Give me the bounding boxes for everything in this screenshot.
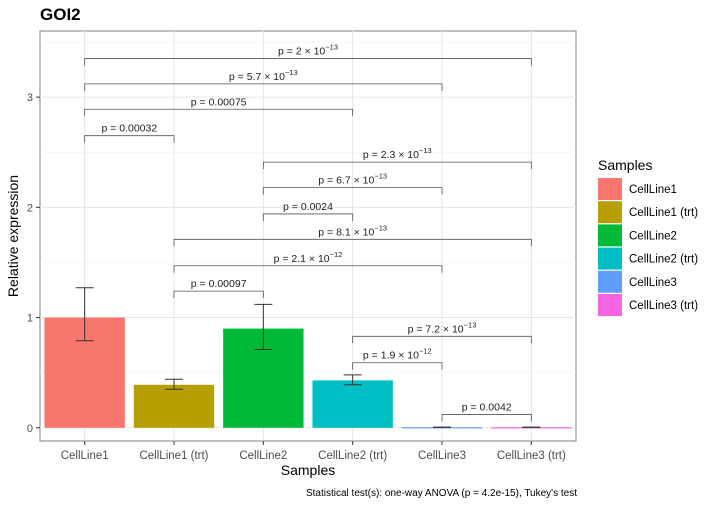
legend-title: Samples — [598, 157, 652, 173]
comparison-label-6: p = 2.1 × 10−12 — [274, 250, 343, 265]
legend-swatch-2 — [598, 201, 622, 224]
error-bars-group — [75, 287, 541, 428]
comparison-label-13: p = 0.0042 — [462, 402, 512, 414]
comparison-label-1: p = 0.00032 — [101, 123, 157, 135]
comparison-label-base: p = 5.7 × 10 — [229, 71, 285, 83]
y-tick-label: 3 — [27, 92, 33, 104]
comparison-bracket-3 — [84, 83, 443, 91]
comparison-label-exponent: −13 — [285, 68, 298, 77]
x-tick-label: CellLine1 (trt) — [139, 450, 208, 462]
grid-lines — [40, 31, 576, 441]
bar-4 — [312, 380, 393, 428]
comparison-bracket-7 — [173, 238, 532, 247]
axes-group: 0 1 2 3 CellLine1 CellLine1 (trt) CellLine2 Cel… — [27, 92, 566, 462]
legend-label-5: CellLine3 — [629, 277, 677, 289]
comparison-label-exponent: −13 — [464, 320, 477, 329]
comparison-label-exponent: −12 — [330, 250, 343, 259]
comparison-bracket-9 — [262, 187, 443, 195]
comparison-label-base: p = 2 × 10 — [278, 46, 325, 58]
bars-group — [44, 317, 572, 429]
comparison-label-exponent: −13 — [374, 223, 387, 232]
comparison-bracket-1 — [84, 135, 175, 143]
legend-swatch-4 — [598, 247, 622, 270]
comparison-bracket-8 — [262, 213, 354, 221]
x-tick-label: CellLine2 — [239, 450, 287, 462]
y-axis-label: Relative expression — [5, 175, 21, 297]
legend-label-6: CellLine3 (trt) — [629, 300, 698, 312]
comparison-label-12: p = 7.2 × 10−13 — [408, 320, 477, 335]
y-tick-label: 2 — [27, 202, 33, 214]
x-axis-label: Samples — [281, 462, 335, 478]
legend-label-3: CellLine2 — [629, 230, 677, 242]
comparison-label-base: p = 8.1 × 10 — [318, 226, 374, 238]
comparison-bracket-4 — [84, 58, 532, 66]
y-tick-label: 0 — [27, 423, 33, 435]
legend-label-2: CellLine1 (trt) — [629, 207, 698, 219]
comparison-label-base: p = 7.2 × 10 — [408, 323, 464, 335]
comparison-label-11: p = 1.9 × 10−12 — [363, 347, 432, 362]
comparison-label-7: p = 8.1 × 10−13 — [318, 223, 387, 238]
bar-2 — [133, 384, 215, 428]
comparison-bracket-13 — [441, 414, 532, 422]
caption: Statistical test(s): one-way ANOVA (p = … — [306, 488, 577, 499]
comparison-label-base: p = 2.1 × 10 — [274, 253, 330, 265]
comparison-label-8: p = 0.0024 — [283, 201, 333, 213]
comparison-label-4: p = 2 × 10−13 — [278, 43, 338, 58]
legend-swatch-6 — [598, 294, 622, 316]
comparison-label-2: p = 0.00075 — [191, 96, 247, 108]
legend-swatch-5 — [598, 270, 622, 293]
comparison-bracket-2 — [84, 108, 354, 117]
comparison-label-exponent: −12 — [419, 347, 432, 356]
comparison-label-base: p = 6.7 × 10 — [318, 175, 374, 187]
x-tick-label: CellLine3 — [418, 450, 466, 462]
comparison-bracket-12 — [352, 335, 532, 344]
y-tick-label: 1 — [27, 313, 33, 325]
comparison-label-exponent: −13 — [374, 172, 387, 181]
x-tick-label: CellLine2 (trt) — [318, 450, 387, 462]
comparison-bracket-10 — [262, 161, 532, 170]
x-tick-label: CellLine3 (trt) — [497, 450, 566, 462]
chart-title: GOI2 — [40, 5, 81, 24]
legend-swatch-3 — [598, 224, 622, 247]
legend: CellLine1 CellLine1 (trt) CellLine2 CellLin… — [598, 178, 698, 316]
comparison-label-10: p = 2.3 × 10−13 — [363, 146, 432, 161]
comparison-label-5: p = 0.00097 — [191, 278, 247, 290]
comparison-label-exponent: −13 — [419, 146, 432, 155]
comparison-label-base: p = 1.9 × 10 — [363, 350, 419, 362]
comparison-label-3: p = 5.7 × 10−13 — [229, 68, 298, 83]
comparison-label-exponent: −13 — [325, 43, 338, 52]
legend-swatch-1 — [598, 178, 622, 200]
comparison-label-base: p = 2.3 × 10 — [363, 149, 419, 161]
comparison-bracket-5 — [173, 290, 264, 299]
x-tick-label: CellLine1 — [61, 450, 109, 462]
legend-label-1: CellLine1 — [629, 184, 677, 196]
comparison-bracket-6 — [173, 265, 443, 273]
comparison-bracket-11 — [352, 362, 443, 370]
comparison-label-9: p = 6.7 × 10−13 — [318, 172, 387, 187]
legend-label-4: CellLine2 (trt) — [629, 254, 698, 266]
